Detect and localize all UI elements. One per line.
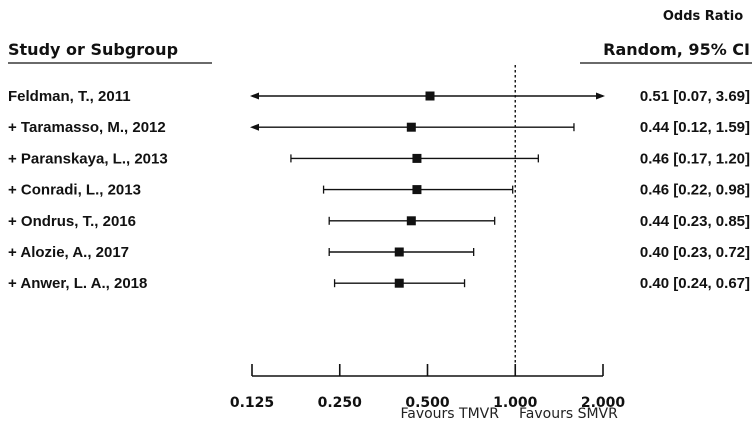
x-tick-label: 1.000 bbox=[493, 395, 538, 411]
point-estimate bbox=[412, 185, 422, 195]
study-label: + Conradi, L., 2013 bbox=[8, 182, 141, 199]
ci-lower-arrow bbox=[250, 92, 259, 100]
ci-value: 0.44 [0.23, 0.85] bbox=[640, 213, 750, 230]
study-label: + Alozie, A., 2017 bbox=[8, 244, 129, 261]
x-axis: 0.125 0.250 0.500 1.000 2.000 bbox=[230, 364, 626, 411]
ci-value: 0.40 [0.24, 0.67] bbox=[640, 275, 750, 292]
ci-upper-arrow bbox=[596, 92, 605, 100]
point-estimate bbox=[406, 122, 416, 132]
favours-left-label: Favours TMVR bbox=[400, 406, 499, 422]
point-estimate bbox=[394, 278, 404, 288]
study-label: + Taramasso, M., 2012 bbox=[8, 119, 166, 136]
x-tick-label: 0.125 bbox=[230, 395, 274, 411]
study-row: Feldman, T., 2011 0.51 [0.07, 3.69] bbox=[8, 88, 750, 105]
x-tick-label: 0.250 bbox=[318, 395, 363, 411]
ci-value: 0.46 [0.22, 0.98] bbox=[640, 182, 750, 199]
study-row: + Ondrus, T., 2016 0.44 [0.23, 0.85] bbox=[8, 213, 750, 230]
point-estimate bbox=[394, 247, 404, 257]
ci-value: 0.44 [0.12, 1.59] bbox=[640, 119, 750, 136]
study-label: Feldman, T., 2011 bbox=[8, 88, 131, 105]
ci-value: 0.40 [0.23, 0.72] bbox=[640, 244, 750, 261]
effect-method-header: Random, 95% CI bbox=[603, 40, 750, 59]
study-row: + Paranskaya, L., 2013 0.46 [0.17, 1.20] bbox=[8, 150, 750, 167]
study-row: + Conradi, L., 2013 0.46 [0.22, 0.98] bbox=[8, 182, 750, 199]
x-tick-label: 0.500 bbox=[405, 395, 450, 411]
favours-right-label: Favours SMVR bbox=[519, 406, 618, 422]
point-estimate bbox=[412, 153, 422, 163]
ci-lower-arrow bbox=[250, 123, 259, 131]
study-label: + Ondrus, T., 2016 bbox=[8, 213, 136, 230]
ci-value: 0.46 [0.17, 1.20] bbox=[640, 150, 750, 167]
study-column-header: Study or Subgroup bbox=[8, 40, 178, 59]
study-row: + Taramasso, M., 2012 0.44 [0.12, 1.59] bbox=[8, 119, 750, 136]
ci-value: 0.51 [0.07, 3.69] bbox=[640, 88, 750, 105]
point-estimate bbox=[425, 91, 435, 101]
point-estimate bbox=[406, 216, 416, 226]
study-row: + Anwer, L. A., 2018 0.40 [0.24, 0.67] bbox=[8, 275, 750, 292]
effect-measure-header: Odds Ratio bbox=[663, 9, 743, 24]
x-tick-label: 2.000 bbox=[581, 395, 626, 411]
study-row: + Alozie, A., 2017 0.40 [0.23, 0.72] bbox=[8, 244, 750, 261]
study-rows: Feldman, T., 2011 0.51 [0.07, 3.69] + Tara… bbox=[8, 65, 750, 376]
study-label: + Paranskaya, L., 2013 bbox=[8, 150, 168, 167]
study-label: + Anwer, L. A., 2018 bbox=[8, 275, 147, 292]
